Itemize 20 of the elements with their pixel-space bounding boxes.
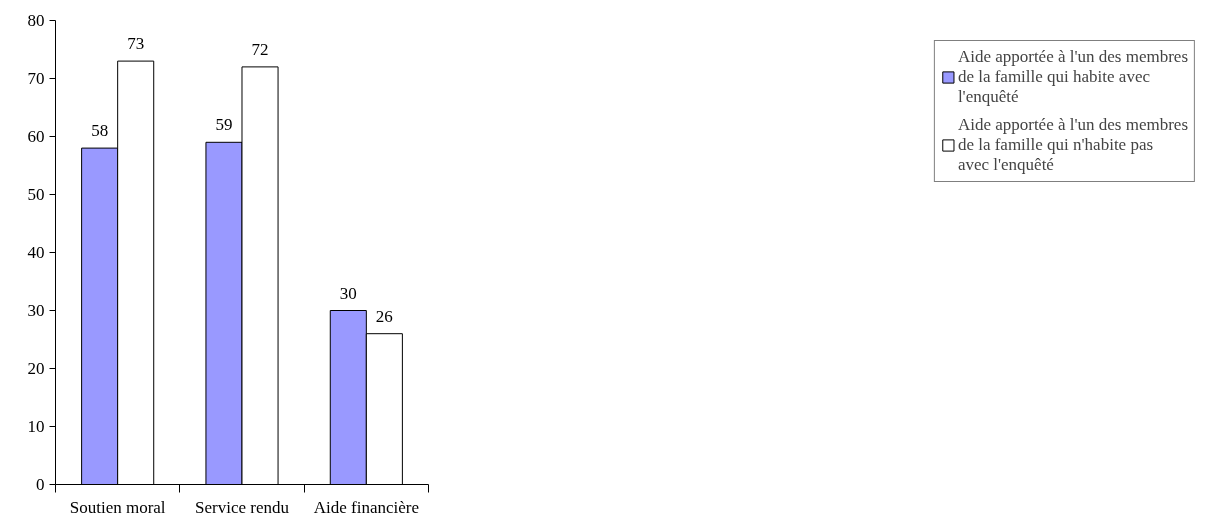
- data-label: 30: [339, 283, 357, 303]
- x-tick-label: Soutien moral: [69, 497, 166, 517]
- data-label: 26: [375, 306, 393, 326]
- data-label: 58: [91, 121, 109, 141]
- x-tick-label: Aide financière: [313, 497, 419, 517]
- y-tick-label: 60: [27, 127, 45, 146]
- legend-label: Aide apportée à l'un des membres de la famille qui habite avec l'enquêté: [957, 47, 1188, 107]
- y-tick-label: 10: [27, 417, 45, 436]
- legend-label: Aide apportée à l'un des membres de la famille qui n'habite pas avec l'enquêté: [957, 115, 1188, 175]
- data-label: 59: [215, 115, 233, 135]
- y-tick-label: 50: [27, 185, 45, 204]
- data-label: 73: [127, 34, 145, 54]
- y-tick-label: 70: [27, 69, 45, 88]
- y-tick-label: 80: [27, 11, 45, 30]
- x-tick-label: Service rendu: [195, 497, 290, 517]
- y-tick-label: 0: [36, 475, 45, 494]
- y-tick-label: 30: [27, 301, 45, 320]
- y-tick-label: 40: [27, 243, 45, 262]
- y-tick-label: 20: [27, 359, 45, 378]
- data-label: 72: [251, 39, 269, 59]
